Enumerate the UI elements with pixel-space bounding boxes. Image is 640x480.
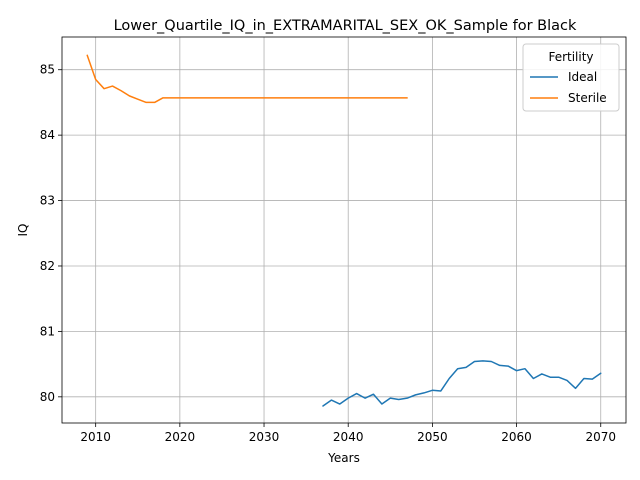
x-tick-label: 2020: [165, 430, 196, 444]
x-tick-label: 2060: [501, 430, 532, 444]
x-axis-label: Years: [327, 451, 360, 465]
x-tick-label: 2030: [249, 430, 280, 444]
y-tick-label: 81: [40, 324, 55, 338]
y-tick-label: 80: [40, 390, 55, 404]
legend-box: [522, 43, 620, 112]
y-tick-label: 83: [40, 194, 55, 208]
axis-ticks: 2010 2020 2030 2040 2050 2060 2070 80 81 82 83 84 85: [40, 63, 616, 444]
series-line-sterile: [86, 54, 408, 104]
y-tick-label: 82: [40, 259, 55, 273]
x-tick-label: 2040: [333, 430, 364, 444]
legend-label-sterile: Sterile: [568, 91, 607, 105]
y-tick-label: 84: [40, 128, 55, 142]
series-lines: [86, 54, 602, 407]
grid: [62, 37, 626, 423]
legend: Fertility Ideal Sterile: [522, 43, 620, 112]
series-line-ideal: [322, 360, 602, 407]
legend-label-ideal: Ideal: [568, 70, 597, 84]
x-tick-label: 2070: [585, 430, 616, 444]
legend-title: Fertility: [548, 50, 593, 64]
y-tick-label: 85: [40, 63, 55, 77]
plot-frame: [61, 36, 627, 424]
x-tick-label: 2010: [80, 430, 111, 444]
x-tick-label: 2050: [417, 430, 448, 444]
y-axis-label: IQ: [16, 224, 30, 237]
chart-title: Lower_Quartile_IQ_in_EXTRAMARITAL_SEX_OK…: [114, 18, 577, 34]
